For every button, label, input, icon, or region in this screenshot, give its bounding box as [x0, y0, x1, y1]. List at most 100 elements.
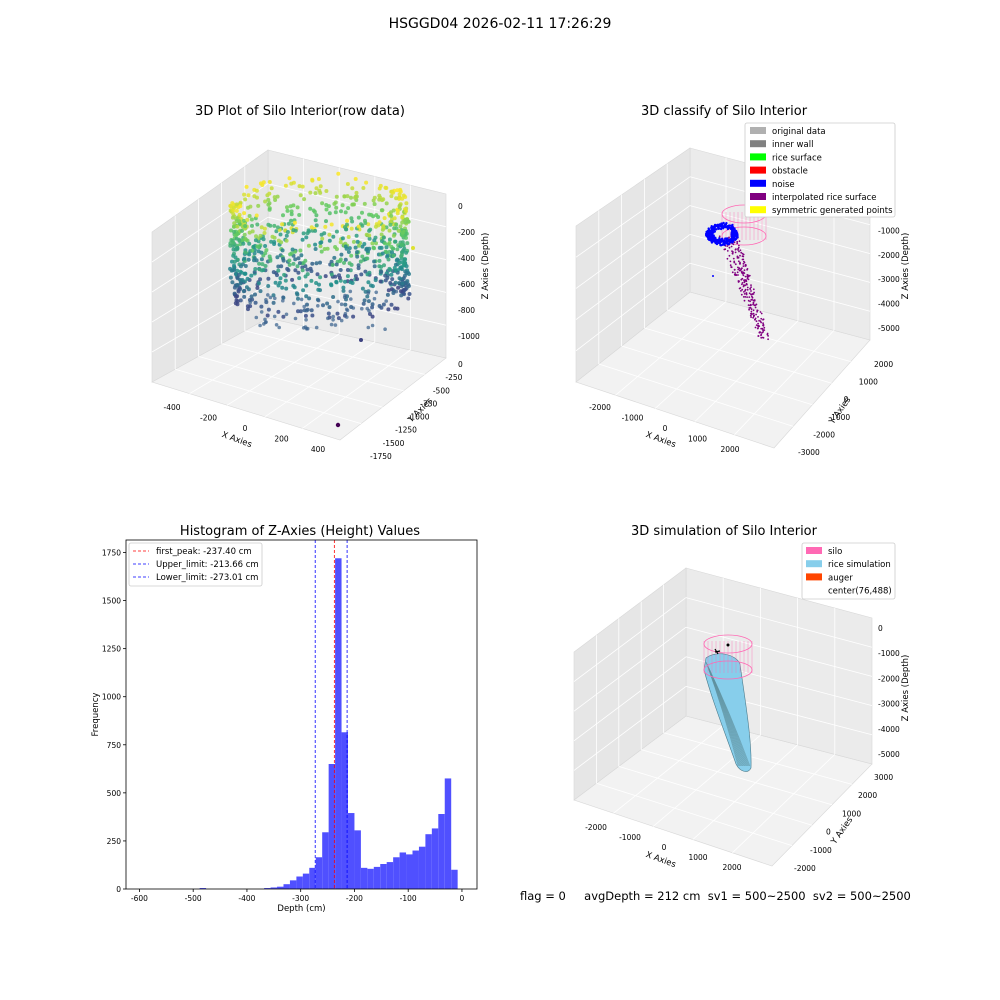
- raw-data-point: [356, 224, 361, 229]
- plot1-title: 3D Plot of Silo Interior(row data): [195, 104, 405, 119]
- raw-data-point: [380, 251, 385, 256]
- raw-data-point: [258, 277, 263, 282]
- y-tick-label: -1000: [810, 846, 832, 855]
- raw-data-point: [400, 281, 405, 286]
- raw-data-point: [402, 246, 407, 251]
- raw-data-point: [343, 244, 348, 249]
- noise-point: [708, 230, 712, 233]
- raw-data-point: [365, 306, 370, 311]
- interpolated-point: [740, 290, 742, 292]
- raw-data-point: [304, 283, 309, 288]
- noise-point: [723, 225, 726, 228]
- raw-data-point: [280, 222, 285, 227]
- raw-data-point: [339, 252, 344, 257]
- raw-data-point: [372, 264, 377, 269]
- x-axis-label: X Axies: [220, 430, 253, 450]
- interpolated-point: [752, 316, 754, 319]
- raw-data-point: [303, 313, 308, 318]
- x-tick-label: 200: [274, 435, 289, 444]
- raw-data-point: [393, 268, 398, 273]
- interpolated-point: [754, 304, 756, 307]
- raw-data-point: [370, 323, 375, 328]
- raw-data-point: [289, 218, 293, 223]
- raw-data-point: [394, 196, 399, 201]
- raw-data-point: [252, 270, 257, 274]
- noise-point: [723, 223, 727, 226]
- interpolated-point: [747, 274, 749, 277]
- raw-data-point: [338, 240, 343, 245]
- raw-data-point: [244, 184, 249, 189]
- raw-data-point: [242, 294, 247, 299]
- raw-data-point: [379, 264, 384, 269]
- raw-data-point: [400, 196, 405, 201]
- interpolated-point: [760, 327, 763, 330]
- noise-point: [735, 231, 738, 235]
- raw-data-point: [301, 288, 306, 293]
- floor-gridline: [621, 345, 813, 406]
- raw-data-point: [392, 216, 397, 221]
- raw-data-point: [257, 267, 262, 272]
- raw-data-point: [371, 245, 376, 250]
- raw-data-point: [242, 279, 247, 284]
- raw-data-point: [284, 312, 289, 317]
- raw-data-point: [318, 184, 323, 189]
- z-tick-label: -400: [458, 254, 475, 263]
- raw-data-point: [235, 276, 240, 281]
- side-gridline: [573, 626, 687, 712]
- raw-data-point: [235, 246, 240, 251]
- raw-data-point: [349, 297, 353, 301]
- center-marker: [726, 643, 730, 647]
- raw-data-point: [360, 286, 365, 291]
- noise-point: [718, 242, 722, 245]
- raw-data-point: [406, 219, 411, 224]
- interpolated-point: [737, 246, 740, 249]
- x-axis-label: X Axies: [644, 850, 677, 870]
- raw-data-point: [400, 215, 405, 220]
- raw-data-point: [394, 222, 399, 227]
- back-gridline: [267, 216, 447, 260]
- floor-gridline: [244, 330, 425, 375]
- raw-data-point: [243, 250, 248, 255]
- raw-data-point: [234, 208, 239, 213]
- legend-swatch: [750, 179, 766, 187]
- floor-gridline: [596, 782, 793, 846]
- interpolated-point: [750, 316, 752, 318]
- noise-point: [716, 223, 720, 227]
- raw-data-point: [263, 244, 268, 248]
- raw-data-point: [349, 226, 354, 231]
- raw-data-point: [333, 323, 338, 327]
- interpolated-point: [755, 313, 757, 316]
- raw-data-point: [350, 219, 355, 224]
- noise-point: [730, 239, 734, 242]
- raw-data-point: [369, 212, 374, 217]
- interpolated-point: [760, 317, 763, 320]
- raw-data-point: [275, 273, 279, 278]
- raw-data-point: [387, 237, 392, 242]
- interpolated-point: [734, 274, 736, 276]
- raw-data-point: [341, 288, 346, 293]
- interpolated-point: [750, 312, 753, 315]
- raw-data-point: [390, 277, 395, 282]
- y-tick-label: -750: [420, 399, 437, 408]
- raw-data-point: [273, 280, 278, 285]
- x-tick-label: 0: [662, 843, 667, 852]
- noise-point: [718, 237, 721, 240]
- raw-data-point: [231, 208, 236, 213]
- noise-point: [726, 242, 729, 245]
- z-tick-label: 0: [458, 202, 463, 211]
- legend-label: inner wall: [772, 140, 813, 150]
- noise-point: [712, 239, 715, 243]
- raw-data-point: [344, 227, 349, 232]
- raw-data-point: [403, 287, 408, 292]
- interpolated-point: [728, 254, 731, 257]
- histogram-bar: [425, 834, 432, 889]
- interpolated-point: [761, 336, 764, 339]
- raw-data-point: [364, 256, 369, 261]
- raw-data-point: [326, 316, 330, 321]
- raw-data-point: [343, 279, 347, 284]
- raw-data-point: [266, 307, 271, 312]
- y-tick-label: 0: [116, 885, 121, 894]
- raw-data-point: [334, 262, 339, 267]
- interpolated-point: [751, 296, 754, 299]
- plot4-title: 3D simulation of Silo Interior: [631, 524, 817, 539]
